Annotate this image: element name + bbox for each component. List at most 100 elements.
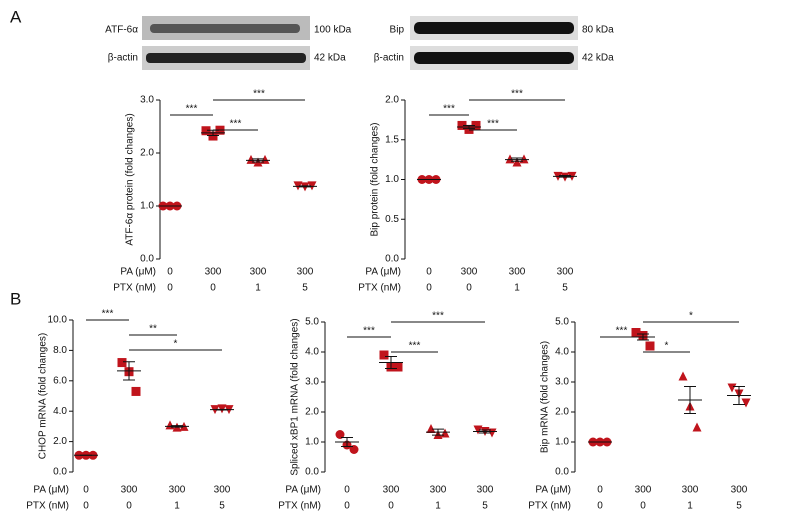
x-tick-label: 1 [687,501,693,512]
data-point [512,157,522,167]
error-bar [733,386,745,405]
blot-band [150,24,300,33]
y-tick-label: 0.0 [385,254,399,265]
row-label: PTX (nM) [26,501,69,512]
y-tick-label: 0.5 [385,214,399,225]
data-point [307,181,317,191]
x-tick-label: 300 [731,485,748,496]
error-bar [684,386,696,414]
significance-label: *** [253,89,265,100]
significance-label: *** [432,311,444,322]
blot-label: β-actin [108,53,138,64]
data-point [464,124,474,134]
x-tick-label: 300 [461,267,478,278]
y-axis-label: Bip protein (fold changes) [370,123,381,237]
x-tick-label: 1 [255,283,261,294]
data-point [335,430,345,439]
error-bar [299,185,311,188]
x-tick-label: 300 [477,485,494,496]
error-bar [252,158,264,163]
x-tick-label: 0 [388,501,394,512]
data-point [440,428,450,438]
y-tick-label: 5.0 [305,317,319,328]
x-tick-label: 300 [430,485,447,496]
row-label: PA (μM) [285,485,321,496]
y-tick-label: 1.0 [140,201,154,212]
row-label: PTX (nM) [278,501,321,512]
blot-size: 100 kDa [314,25,352,36]
significance-label: * [174,339,178,350]
x-tick-label: 5 [736,501,742,512]
blot-label: Bip [390,25,405,36]
data-point [519,154,529,164]
error-bar [171,425,183,428]
error-bar [511,157,523,162]
y-tick-label: 2.0 [140,148,154,159]
error-bar [432,428,444,436]
blot-band [414,22,574,34]
x-tick-label: 300 [121,485,138,496]
y-tick-label: 0.0 [555,467,569,478]
significance-label: *** [409,341,421,352]
significance-label: *** [443,104,455,115]
error-bar [479,429,491,434]
data-point [201,126,211,136]
x-tick-label: 1 [174,501,180,512]
data-point [426,424,436,433]
y-tick-label: 5.0 [555,317,569,328]
row-label: PTX (nM) [113,283,156,294]
significance-label: *** [102,309,114,320]
y-tick-label: 1.0 [385,174,399,185]
x-tick-label: 300 [250,267,267,278]
y-tick-label: 0.0 [53,467,67,478]
y-tick-label: 6.0 [53,375,67,386]
y-tick-label: 0.0 [140,254,154,265]
row-label: PA (μM) [33,485,69,496]
x-tick-label: 5 [302,283,308,294]
y-axis-label: Spliced xBP1 mRNA (fold changes) [290,318,301,475]
significance-label: *** [487,119,499,130]
blot-size: 42 kDa [582,53,614,64]
y-tick-label: 8.0 [53,345,67,356]
x-tick-label: 0 [597,501,603,512]
data-point [393,362,403,372]
row-label: PTX (nM) [358,283,401,294]
y-tick-label: 4.0 [53,406,67,417]
blot-size: 80 kDa [582,25,614,36]
x-tick-label: 300 [509,267,526,278]
blot-label: β-actin [374,53,404,64]
data-point [471,120,481,130]
data-point [473,425,483,435]
x-tick-label: 0 [167,267,173,278]
x-tick-label: 5 [219,501,225,512]
significance-label: *** [186,104,198,115]
significance-label: ** [149,324,157,335]
panel-label: A [10,7,22,26]
x-tick-label: 300 [635,485,652,496]
y-tick-label: 0.0 [305,467,319,478]
y-tick-label: 2.0 [53,436,67,447]
y-axis-label: ATF-6α protein (fold changes) [125,113,136,245]
x-tick-label: 300 [682,485,699,496]
significance-label: *** [363,326,375,337]
significance-label: *** [616,326,628,337]
x-tick-label: 0 [344,485,350,496]
error-bar [463,124,475,130]
error-bar [341,437,353,447]
data-point [165,420,175,430]
significance-label: *** [230,119,242,130]
x-tick-label: 0 [466,283,472,294]
row-label: PA (μM) [535,485,571,496]
blot-band [414,52,574,64]
x-tick-label: 0 [640,501,646,512]
data-point [741,398,751,408]
y-axis-label: CHOP mRNA (fold changes) [38,333,49,460]
row-label: PA (μM) [120,267,156,278]
data-point [117,358,127,368]
x-tick-label: 0 [426,267,432,278]
blot-band [146,53,306,63]
error-bar [385,356,397,369]
y-tick-label: 1.0 [555,437,569,448]
error-bar [123,361,135,381]
